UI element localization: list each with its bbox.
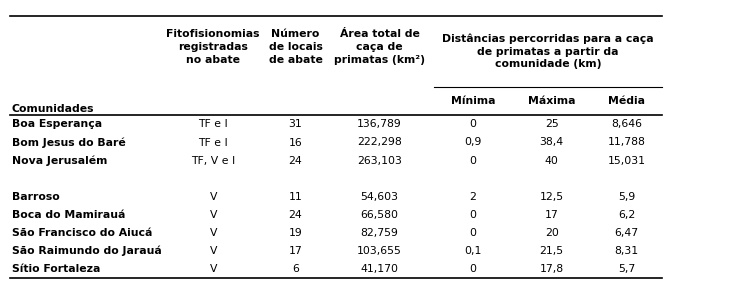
- Text: 0: 0: [470, 119, 476, 129]
- Text: 103,655: 103,655: [358, 246, 402, 256]
- Text: 20: 20: [545, 228, 559, 238]
- Text: 66,580: 66,580: [361, 210, 399, 220]
- Text: Número
de locais
de abate: Número de locais de abate: [269, 29, 322, 65]
- Text: TF e I: TF e I: [198, 119, 228, 129]
- Text: 222,298: 222,298: [358, 137, 402, 148]
- Text: 136,789: 136,789: [358, 119, 402, 129]
- Text: 2: 2: [470, 192, 476, 202]
- Text: V: V: [209, 264, 217, 274]
- Text: Área total de
caça de
primatas (km²): Área total de caça de primatas (km²): [334, 29, 425, 65]
- Text: 24: 24: [289, 156, 302, 166]
- Text: 0: 0: [470, 228, 476, 238]
- Text: Boa Esperança: Boa Esperança: [12, 119, 102, 129]
- Text: Máxima: Máxima: [528, 96, 575, 106]
- Text: 19: 19: [289, 228, 302, 238]
- Text: Barroso: Barroso: [12, 192, 60, 202]
- Text: 15,031: 15,031: [607, 156, 646, 166]
- Text: TF, V e I: TF, V e I: [191, 156, 236, 166]
- Text: 21,5: 21,5: [539, 246, 564, 256]
- Text: 6,2: 6,2: [618, 210, 635, 220]
- Text: V: V: [209, 246, 217, 256]
- Text: 17: 17: [289, 246, 302, 256]
- Text: 0: 0: [470, 264, 476, 274]
- Text: Comunidades: Comunidades: [12, 104, 94, 114]
- Text: 40: 40: [545, 156, 559, 166]
- Text: 11,788: 11,788: [607, 137, 646, 148]
- Text: 17: 17: [545, 210, 559, 220]
- Text: 5,7: 5,7: [618, 264, 635, 274]
- Text: Nova Jerusalém: Nova Jerusalém: [12, 155, 108, 166]
- Text: 41,170: 41,170: [361, 264, 399, 274]
- Text: São Raimundo do Jarauá: São Raimundo do Jarauá: [12, 246, 162, 256]
- Text: 263,103: 263,103: [358, 156, 402, 166]
- Text: TF e I: TF e I: [198, 137, 228, 148]
- Text: Mínima: Mínima: [451, 96, 495, 106]
- Text: V: V: [209, 228, 217, 238]
- Text: 24: 24: [289, 210, 302, 220]
- Text: 0,1: 0,1: [465, 246, 482, 256]
- Text: 16: 16: [289, 137, 302, 148]
- Text: 8,646: 8,646: [611, 119, 642, 129]
- Text: Média: Média: [608, 96, 645, 106]
- Text: 17,8: 17,8: [539, 264, 564, 274]
- Text: Distâncias percorridas para a caça
de primatas a partir da
comunidade (km): Distâncias percorridas para a caça de pr…: [442, 33, 654, 69]
- Text: 0: 0: [470, 210, 476, 220]
- Text: 6,47: 6,47: [614, 228, 639, 238]
- Text: 31: 31: [289, 119, 302, 129]
- Text: Boca do Mamirauá: Boca do Mamirauá: [12, 210, 126, 220]
- Text: 0,9: 0,9: [465, 137, 482, 148]
- Text: São Francisco do Aiucá: São Francisco do Aiucá: [12, 228, 153, 238]
- Text: 11: 11: [289, 192, 302, 202]
- Text: 0: 0: [470, 156, 476, 166]
- Text: 8,31: 8,31: [614, 246, 639, 256]
- Text: Fitofisionomias
registradas
no abate: Fitofisionomias registradas no abate: [167, 29, 260, 65]
- Text: V: V: [209, 192, 217, 202]
- Text: 5,9: 5,9: [618, 192, 635, 202]
- Text: V: V: [209, 210, 217, 220]
- Text: 82,759: 82,759: [361, 228, 399, 238]
- Text: 12,5: 12,5: [539, 192, 564, 202]
- Text: 54,603: 54,603: [361, 192, 399, 202]
- Text: Bom Jesus do Baré: Bom Jesus do Baré: [12, 137, 126, 148]
- Text: 6: 6: [292, 264, 299, 274]
- Text: 25: 25: [545, 119, 559, 129]
- Text: Sítio Fortaleza: Sítio Fortaleza: [12, 264, 100, 274]
- Text: 38,4: 38,4: [539, 137, 564, 148]
